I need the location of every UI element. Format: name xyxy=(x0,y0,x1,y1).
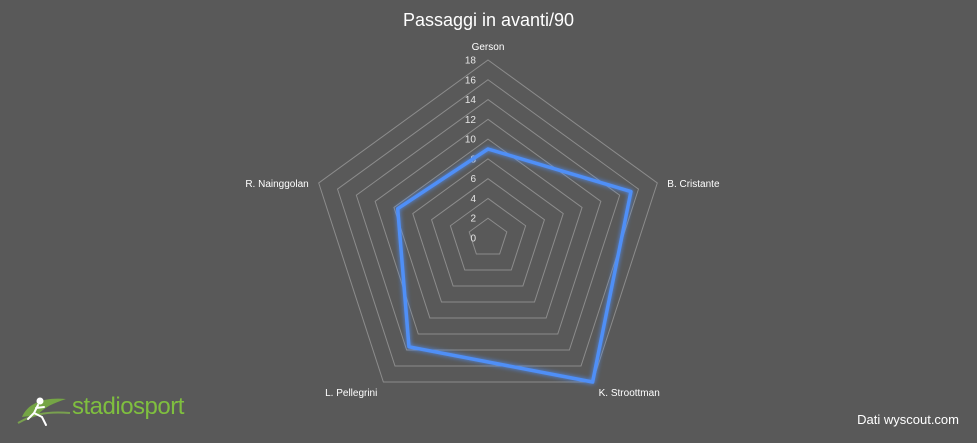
source-note: Dati wyscout.com xyxy=(857,412,959,427)
category-label: Gerson xyxy=(472,42,505,53)
chart-title: Passaggi in avanti/90 xyxy=(402,10,575,30)
grid-ring-10 xyxy=(393,138,583,319)
grid-ring-6 xyxy=(430,178,546,287)
stadiosport-logo: stadiosport xyxy=(14,389,204,429)
tick-label: 12 xyxy=(465,115,477,126)
category-label: L. Pellegrini xyxy=(325,388,377,399)
grid-ring-8 xyxy=(412,158,564,303)
data-point xyxy=(591,380,595,384)
data-point xyxy=(486,147,490,151)
category-label: R. Nainggolan xyxy=(245,179,308,190)
radar-grid xyxy=(318,59,658,383)
grid-ring-18 xyxy=(318,59,658,383)
tick-label: 0 xyxy=(470,234,476,245)
tick-label: 6 xyxy=(470,174,476,185)
data-point xyxy=(407,345,411,349)
series-line xyxy=(395,147,633,384)
series-layer xyxy=(395,147,633,384)
grid-ring-4 xyxy=(449,197,527,271)
tick-label: 10 xyxy=(465,135,477,146)
category-labels: Gerson B. Cristante K. Stroottman L. Pelleg… xyxy=(245,42,720,399)
tick-label: 4 xyxy=(470,194,476,205)
logo-text: stadiosport xyxy=(72,393,184,420)
category-label: K. Stroottman xyxy=(599,388,660,399)
grid-ring-16 xyxy=(336,79,640,367)
grid-ring-2 xyxy=(468,217,508,255)
tick-label: 14 xyxy=(465,95,477,106)
data-point xyxy=(396,207,400,211)
category-label: B. Cristante xyxy=(667,179,720,190)
data-point xyxy=(629,190,633,194)
tick-label: 16 xyxy=(465,75,477,86)
tick-label: 2 xyxy=(470,214,476,225)
grid-ring-12 xyxy=(374,118,602,335)
runner-logo-icon xyxy=(17,397,71,426)
tick-label: 18 xyxy=(465,56,477,67)
grid-ring-14 xyxy=(355,98,621,351)
